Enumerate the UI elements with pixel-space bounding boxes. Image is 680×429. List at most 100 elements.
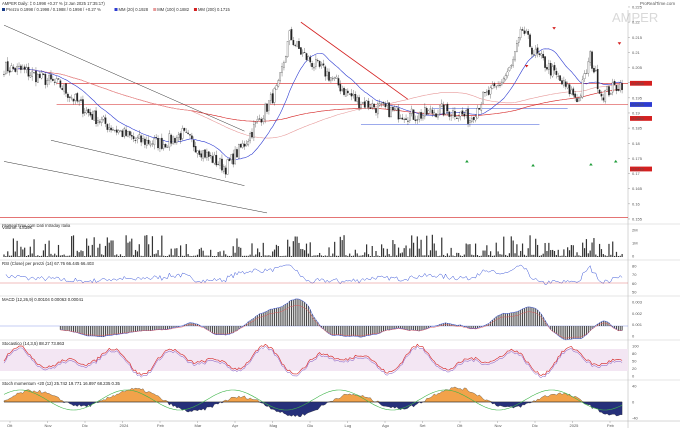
macd-bar-145: [275, 308, 277, 326]
candle-body-57: [110, 127, 112, 131]
volume-bar-77: [148, 244, 150, 257]
volume-bar-181: [343, 235, 345, 257]
volume-bar-91: [174, 248, 176, 257]
macd-bar-314: [593, 326, 595, 328]
candle-body-189: [358, 97, 360, 109]
macd-bar-316: [597, 323, 599, 326]
candle-body-137: [260, 118, 263, 123]
candle-body-86: [164, 144, 167, 148]
candle-body-226: [427, 110, 430, 114]
legend-label-2: MM (100) 0.1882: [157, 7, 190, 12]
candle-body-6: [14, 68, 17, 72]
volume-bar-67: [129, 241, 131, 257]
volume-bar-163: [309, 242, 311, 257]
volume-bar-327: [617, 255, 619, 257]
macd-bar-82: [157, 326, 159, 330]
candle-body-145: [275, 85, 278, 90]
volume-bar-193: [366, 244, 368, 257]
volume-bar-298: [563, 249, 565, 257]
candle-body-159: [301, 52, 304, 54]
volume-bar-278: [525, 255, 527, 257]
volume-bar-328: [619, 255, 621, 257]
candle-body-70: [134, 140, 137, 141]
candle-body-155: [294, 44, 297, 46]
macd-bar-63: [121, 326, 123, 334]
candle-body-46: [89, 112, 92, 116]
volume-bar-92: [176, 248, 178, 257]
candle-body-33: [65, 83, 67, 94]
volume-bar-191: [362, 255, 364, 257]
candle-body-125: [238, 144, 240, 159]
panel-stoch-tick-3: 20: [632, 366, 637, 371]
volume-bar-234: [443, 254, 445, 257]
macd-bar-323: [610, 324, 612, 326]
candle-body-261: [493, 83, 496, 87]
volume-bar-59: [114, 255, 116, 257]
macd-bar-260: [491, 319, 493, 326]
candle-body-54: [104, 117, 107, 124]
macd-bar-165: [313, 316, 315, 326]
price-label-0: 0.1998: [632, 81, 645, 86]
macd-bar-32: [63, 326, 65, 331]
candle-body-232: [439, 105, 441, 114]
macd-bar-84: [161, 326, 163, 330]
volume-bar-242: [458, 252, 460, 257]
price-tick-label-11: 0.17: [632, 171, 641, 176]
volume-bar-157: [298, 242, 300, 257]
macd-bar-133: [253, 318, 255, 326]
volume-bar-90: [172, 255, 174, 257]
panel-volume-title: Volume: 4.839K: [2, 225, 32, 230]
macd-bar-74: [142, 326, 144, 331]
volume-bar-183: [347, 255, 349, 257]
macd-bar-218: [413, 326, 415, 331]
candle-body-11: [23, 66, 26, 70]
candle-body-160: [303, 52, 306, 53]
macd-bar-78: [150, 326, 152, 331]
candle-body-297: [561, 80, 563, 85]
volume-bar-302: [570, 245, 572, 257]
macd-bar-324: [612, 326, 614, 327]
macd-bar-270: [510, 312, 512, 326]
panel-stoch-tick-2: 50: [632, 359, 637, 364]
candle-body-181: [343, 88, 345, 95]
volume-bar-311: [587, 253, 589, 257]
candle-body-147: [279, 72, 282, 81]
macd-bar-113: [215, 326, 217, 335]
volume-bar-291: [550, 250, 552, 257]
x-tick-label-10: Ago: [382, 423, 390, 428]
macd-bar-135: [257, 315, 259, 326]
resistance-trendline: [300, 21, 409, 100]
candle-body-64: [123, 128, 126, 137]
panel-trend-tick-1: 0: [632, 400, 635, 405]
volume-bar-47: [91, 244, 93, 257]
macd-bar-37: [73, 326, 75, 333]
volume-bar-313: [591, 242, 593, 257]
macd-bar-173: [328, 326, 330, 334]
volume-bar-212: [401, 252, 403, 257]
candle-body-278: [525, 30, 528, 34]
candle-body-92: [176, 137, 178, 143]
macd-bar-103: [197, 324, 199, 326]
candle-body-8: [18, 66, 20, 68]
candle-body-300: [566, 83, 569, 89]
macd-bar-53: [103, 326, 105, 337]
macd-bar-119: [227, 326, 229, 335]
macd-bar-184: [349, 326, 351, 337]
candle-body-308: [581, 79, 584, 98]
volume-bar-26: [52, 255, 54, 257]
price-tick-label-8: 0.185: [632, 126, 643, 131]
macd-bar-181: [343, 326, 345, 337]
candle-body-114: [217, 164, 220, 166]
volume-bar-222: [420, 239, 422, 257]
macd-bar-187: [354, 326, 356, 337]
macd-bar-52: [101, 326, 103, 337]
candle-body-309: [583, 73, 586, 80]
candle-body-150: [284, 56, 287, 63]
volume-bar-139: [264, 255, 266, 257]
volume-bar-112: [213, 255, 216, 257]
candle-body-157: [298, 41, 300, 49]
volume-bar-24: [48, 240, 50, 257]
candle-body-73: [140, 135, 142, 143]
candle-body-109: [207, 151, 210, 157]
rsi-line: [5, 264, 623, 286]
